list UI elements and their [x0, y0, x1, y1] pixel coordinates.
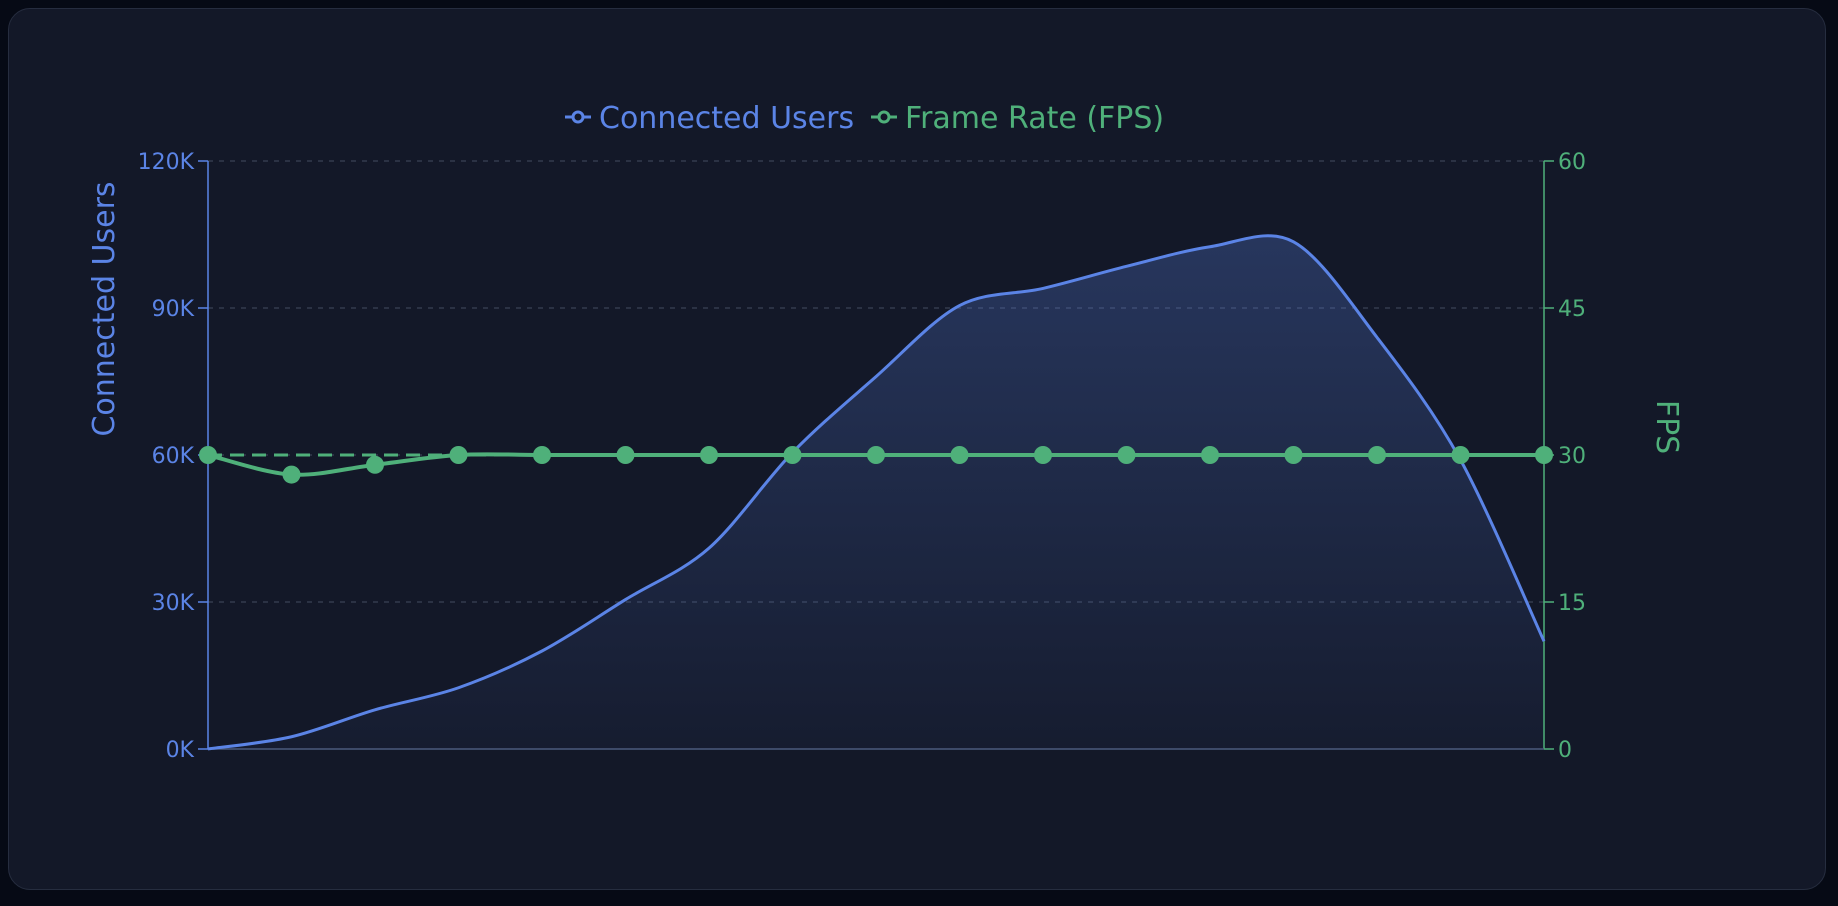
fps-point[interactable] [1368, 446, 1386, 464]
fps-point[interactable] [783, 446, 802, 464]
y-left-tick-label: 90K [152, 297, 195, 322]
dual-axis-line-chart: 0K 30K 60K 90K 120K 0 15 30 45 60 Connected Users… [87, 101, 1684, 763]
fps-point[interactable] [950, 446, 969, 464]
legend-swatch-marker-fps [877, 110, 891, 124]
legend-swatch-marker-users [571, 110, 585, 124]
legend-item-fps[interactable]: Frame Rate (FPS) [871, 101, 1164, 136]
y-right-tick-label: 30 [1558, 444, 1586, 469]
chart-card: 0K 30K 60K 90K 120K 0 15 30 45 60 Connected Users… [8, 8, 1826, 890]
users-line [207, 234, 1546, 751]
fps-point[interactable] [1451, 446, 1470, 464]
users-area [208, 235, 1544, 749]
fps-point[interactable] [700, 446, 718, 464]
fps-point[interactable] [867, 446, 885, 464]
y-left-tick-label: 120K [138, 150, 195, 175]
fps-point[interactable] [616, 446, 635, 464]
fps-point[interactable] [449, 446, 468, 464]
fps-point[interactable] [199, 446, 217, 464]
fps-point[interactable] [1117, 446, 1136, 464]
legend[interactable]: Connected Users Frame Rate (FPS) [565, 101, 1164, 136]
fps-point[interactable] [533, 446, 551, 464]
tick-labels: 0K 30K 60K 90K 120K 0 15 30 45 60 [138, 150, 1586, 763]
users-area-fill [208, 235, 1544, 749]
fps-point[interactable] [1535, 446, 1553, 464]
y-left-tick-label: 30K [152, 591, 195, 616]
fps-points [199, 446, 1553, 484]
legend-item-users[interactable]: Connected Users [565, 101, 854, 136]
fps-point[interactable] [282, 465, 301, 484]
y-right-tick-label: 60 [1558, 150, 1586, 175]
y-right-tick-label: 45 [1558, 297, 1586, 322]
fps-point[interactable] [1034, 446, 1052, 464]
y-axis-title-right: FPS [1649, 400, 1684, 454]
legend-label-fps: Frame Rate (FPS) [905, 101, 1164, 136]
y-left-tick-label: 0K [166, 738, 195, 763]
fps-point[interactable] [1201, 446, 1219, 464]
fps-point[interactable] [1284, 446, 1303, 464]
legend-label-users: Connected Users [599, 101, 854, 136]
y-left-tick-label: 60K [152, 444, 195, 469]
y-right-tick-label: 15 [1558, 591, 1586, 616]
y-right-tick-label: 0 [1558, 738, 1572, 763]
y-axis-title-left: Connected Users [87, 181, 122, 436]
fps-point[interactable] [366, 455, 384, 474]
